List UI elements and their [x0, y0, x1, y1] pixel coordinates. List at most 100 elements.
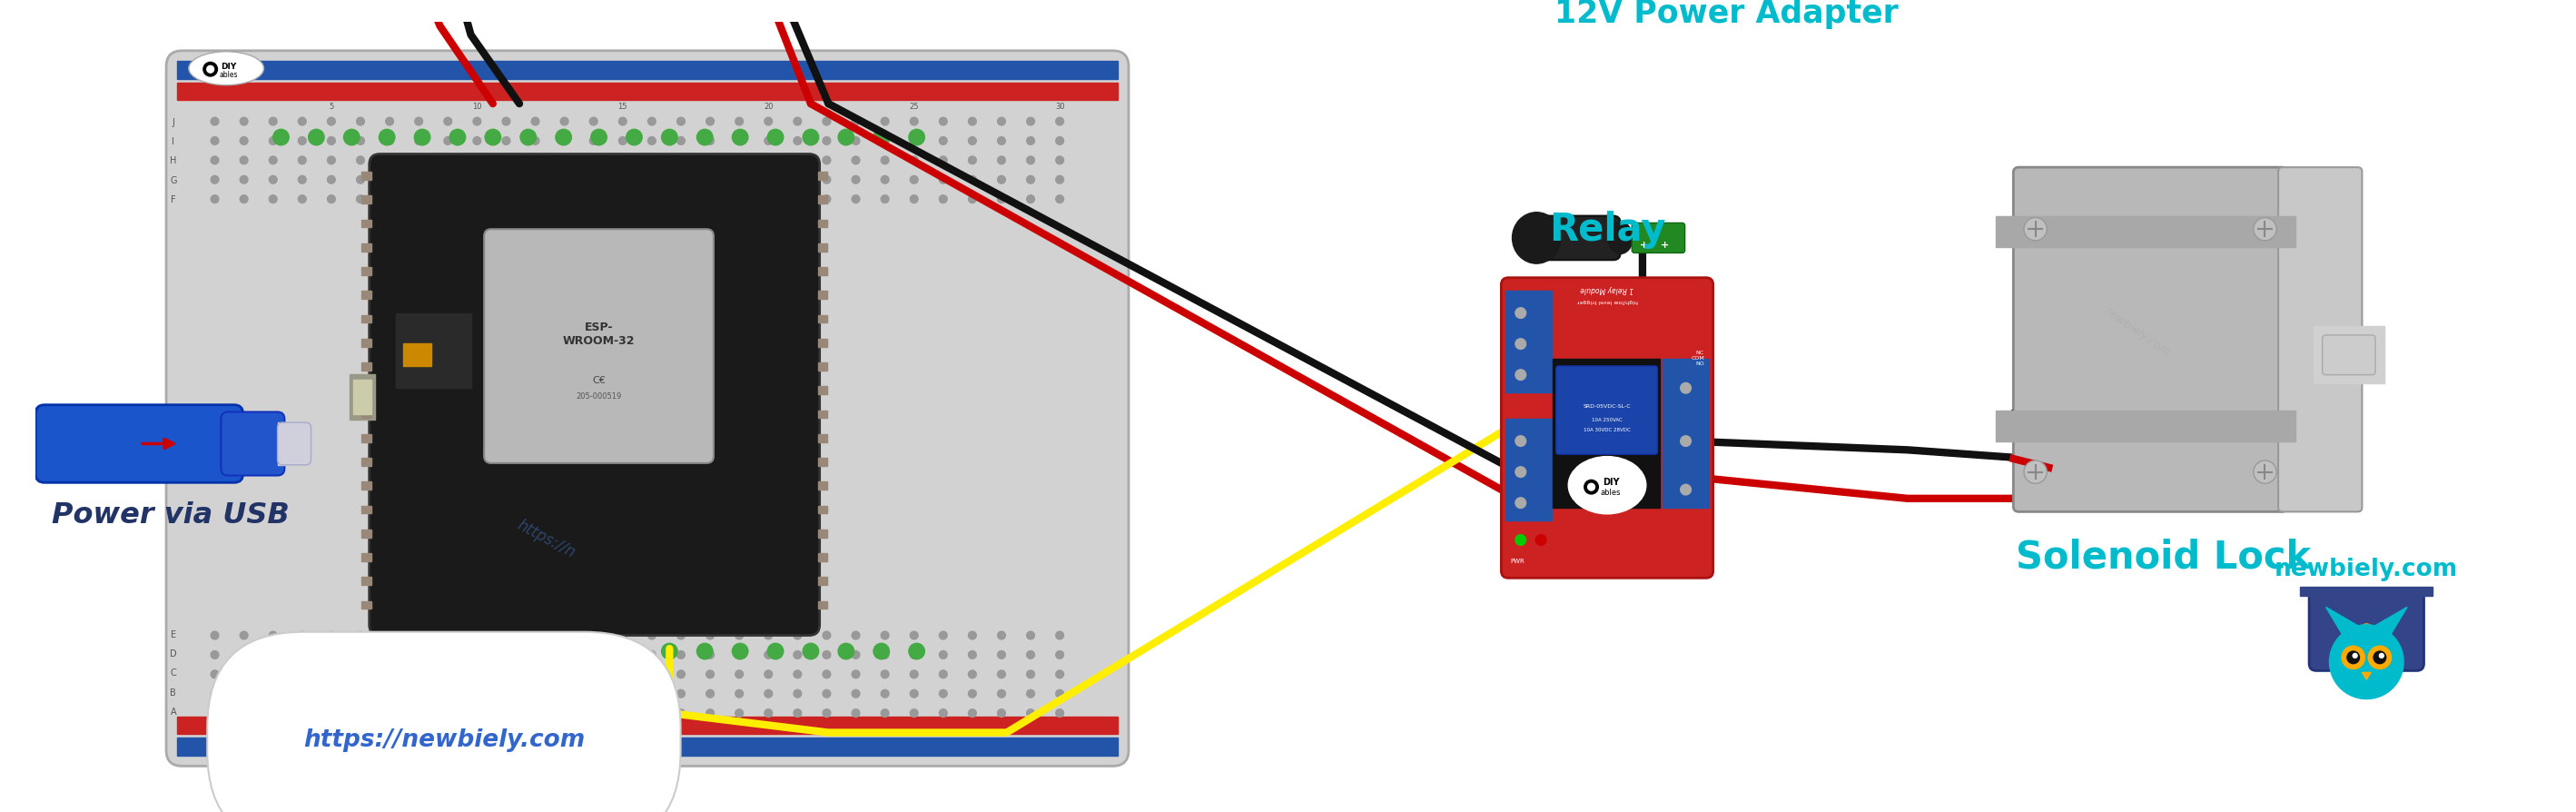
Circle shape — [443, 651, 451, 659]
Text: Power via USB: Power via USB — [52, 501, 289, 529]
Circle shape — [386, 709, 394, 717]
Circle shape — [793, 176, 801, 184]
Circle shape — [706, 118, 714, 126]
FancyBboxPatch shape — [1633, 223, 1685, 253]
Circle shape — [698, 643, 714, 659]
Circle shape — [299, 118, 307, 126]
Text: 10: 10 — [471, 102, 482, 110]
Circle shape — [268, 632, 278, 640]
Bar — [361, 220, 371, 228]
Circle shape — [1056, 690, 1064, 698]
Circle shape — [649, 632, 657, 640]
Bar — [817, 220, 827, 228]
Circle shape — [1515, 498, 1525, 508]
Circle shape — [677, 709, 685, 717]
Bar — [361, 315, 371, 323]
Circle shape — [768, 643, 783, 659]
Circle shape — [268, 118, 278, 126]
Bar — [397, 313, 471, 388]
FancyBboxPatch shape — [368, 155, 819, 636]
Circle shape — [1028, 671, 1036, 678]
Text: SRD-05VDC-SL-C: SRD-05VDC-SL-C — [1584, 404, 1631, 408]
Circle shape — [734, 118, 744, 126]
Circle shape — [240, 157, 247, 165]
Circle shape — [204, 63, 216, 77]
Circle shape — [618, 118, 626, 126]
Circle shape — [793, 671, 801, 678]
Bar — [817, 577, 827, 585]
Text: ables: ables — [219, 71, 237, 79]
Circle shape — [765, 651, 773, 659]
Circle shape — [268, 709, 278, 717]
Circle shape — [853, 118, 860, 126]
Circle shape — [1028, 137, 1036, 145]
Circle shape — [1028, 709, 1036, 717]
Circle shape — [211, 157, 219, 165]
Circle shape — [881, 651, 889, 659]
Circle shape — [793, 137, 801, 145]
Circle shape — [590, 157, 598, 165]
Circle shape — [562, 176, 569, 184]
Circle shape — [451, 130, 466, 146]
Circle shape — [1028, 176, 1036, 184]
Circle shape — [386, 632, 394, 640]
Circle shape — [1056, 157, 1064, 165]
Circle shape — [240, 690, 247, 698]
Circle shape — [940, 196, 948, 204]
FancyBboxPatch shape — [278, 423, 312, 465]
Text: A: A — [170, 707, 175, 716]
Circle shape — [618, 671, 626, 678]
Circle shape — [662, 643, 677, 659]
Polygon shape — [2362, 672, 2370, 680]
Circle shape — [626, 643, 641, 659]
Circle shape — [474, 632, 482, 640]
Bar — [361, 339, 371, 347]
Circle shape — [677, 137, 685, 145]
Circle shape — [386, 157, 394, 165]
Circle shape — [649, 137, 657, 145]
Bar — [361, 197, 371, 204]
Circle shape — [386, 690, 394, 698]
Circle shape — [211, 176, 219, 184]
Circle shape — [1515, 339, 1525, 350]
Circle shape — [969, 651, 976, 659]
Bar — [361, 458, 371, 466]
Circle shape — [765, 196, 773, 204]
Circle shape — [706, 690, 714, 698]
Circle shape — [649, 157, 657, 165]
Circle shape — [793, 632, 801, 640]
Circle shape — [443, 176, 451, 184]
Circle shape — [1680, 436, 1690, 447]
Circle shape — [531, 709, 538, 717]
Circle shape — [474, 157, 482, 165]
Circle shape — [590, 651, 598, 659]
Circle shape — [909, 157, 917, 165]
Text: 1 Relay Module: 1 Relay Module — [1582, 285, 1633, 293]
Circle shape — [443, 157, 451, 165]
Circle shape — [590, 690, 598, 698]
Circle shape — [502, 176, 510, 184]
Circle shape — [765, 157, 773, 165]
Circle shape — [618, 137, 626, 145]
Circle shape — [590, 137, 598, 145]
Circle shape — [940, 157, 948, 165]
Text: I: I — [173, 137, 175, 146]
Circle shape — [415, 709, 422, 717]
Circle shape — [590, 176, 598, 184]
Circle shape — [355, 137, 363, 145]
Circle shape — [1028, 118, 1036, 126]
Circle shape — [343, 130, 361, 146]
Text: DIY: DIY — [222, 63, 237, 71]
Circle shape — [618, 651, 626, 659]
Circle shape — [969, 196, 976, 204]
Bar — [1664, 360, 1708, 507]
Ellipse shape — [1607, 222, 1633, 254]
Circle shape — [474, 118, 482, 126]
Circle shape — [531, 632, 538, 640]
Circle shape — [299, 196, 307, 204]
Circle shape — [940, 137, 948, 145]
Circle shape — [997, 157, 1005, 165]
Circle shape — [881, 196, 889, 204]
Circle shape — [268, 137, 278, 145]
Circle shape — [240, 651, 247, 659]
